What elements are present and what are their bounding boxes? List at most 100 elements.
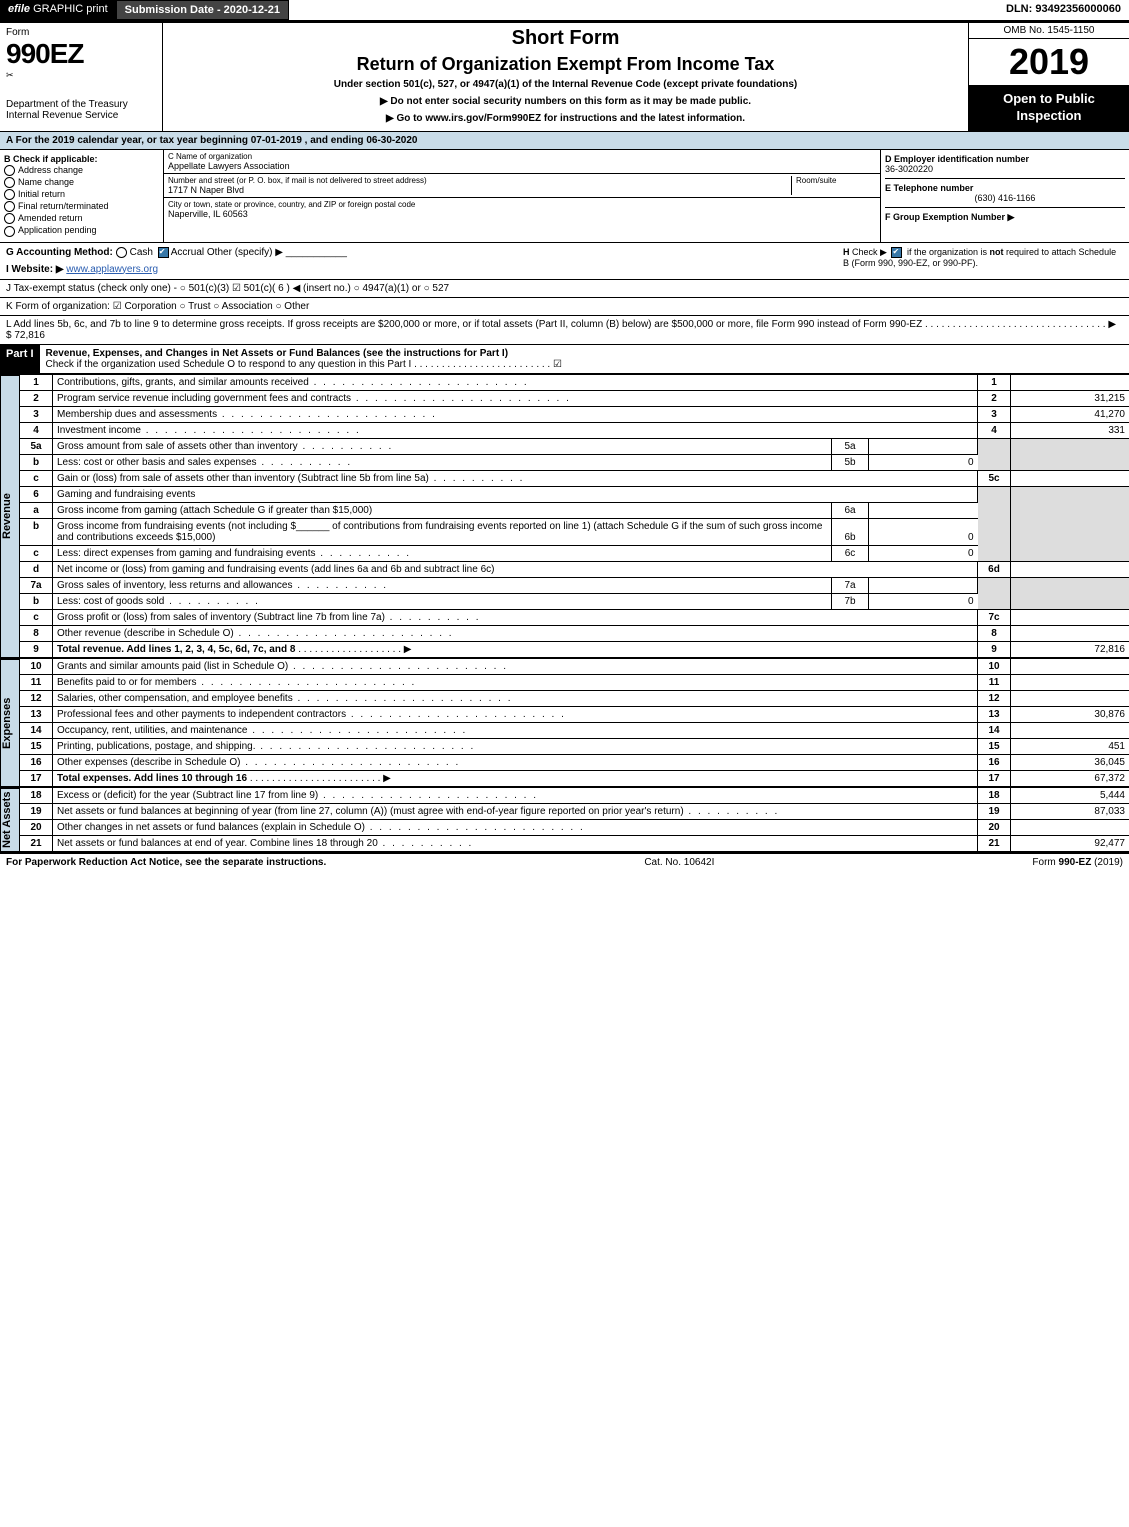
opt-accrual: Accrual	[171, 247, 204, 258]
line-ref: 17	[978, 770, 1011, 786]
d-ein-label: D Employer identification number	[885, 154, 1125, 164]
opt-other: Other (specify) ▶	[207, 247, 283, 258]
opt-initial-return[interactable]: Initial return	[4, 189, 159, 200]
submission-date: Submission Date - 2020-12-21	[116, 0, 289, 20]
irs: Internal Revenue Service	[6, 110, 156, 121]
line-num: 13	[20, 706, 53, 722]
line-desc: Net income or (loss) from gaming and fun…	[53, 561, 978, 577]
radio-icon[interactable]	[116, 247, 127, 258]
line-9: 9Total revenue. Add lines 1, 2, 3, 4, 5c…	[20, 641, 1129, 657]
line-4: 4Investment income4331	[20, 422, 1129, 438]
sub-line-val	[869, 577, 978, 593]
line-ref: 19	[978, 803, 1011, 819]
line-5b: bLess: cost or other basis and sales exp…	[20, 454, 1129, 470]
line-ref: 13	[978, 706, 1011, 722]
line-amount	[1011, 659, 1129, 675]
line-amount: 30,876	[1011, 706, 1129, 722]
header-right: OMB No. 1545-1150 2019 Open to Public In…	[968, 23, 1129, 131]
line-2: 2Program service revenue including gover…	[20, 390, 1129, 406]
line-amount: 31,215	[1011, 390, 1129, 406]
line-num: c	[20, 545, 53, 561]
efile-prefix: efile	[8, 3, 30, 15]
line-ref: 3	[978, 406, 1011, 422]
checkbox-checked-icon[interactable]	[891, 247, 902, 258]
ptr-goto: ▶ Go to www.irs.gov/Form990EZ for instru…	[173, 113, 958, 124]
efile-label: efile GRAPHIC print	[0, 0, 116, 20]
line-ref: 11	[978, 674, 1011, 690]
footer-center: Cat. No. 10642I	[644, 857, 714, 868]
line-ref: 7c	[978, 609, 1011, 625]
line-desc: Gross sales of inventory, less returns a…	[53, 577, 832, 593]
efile-rest: GRAPHIC print	[30, 3, 108, 15]
line-7c: cGross profit or (loss) from sales of in…	[20, 609, 1129, 625]
row-g: G Accounting Method: Cash Accrual Other …	[0, 243, 1129, 280]
room-label: Room/suite	[796, 176, 876, 185]
i-label: I Website: ▶	[6, 264, 64, 275]
net-assets-table: 18Excess or (deficit) for the year (Subt…	[20, 788, 1129, 852]
c-name-label: C Name of organization	[168, 152, 876, 161]
line-16: 16Other expenses (describe in Schedule O…	[20, 754, 1129, 770]
expenses-table: 10Grants and similar amounts paid (list …	[20, 659, 1129, 787]
line-amount: 36,045	[1011, 754, 1129, 770]
part-1-header: Part I Revenue, Expenses, and Changes in…	[0, 345, 1129, 374]
line-12: 12Salaries, other compensation, and empl…	[20, 690, 1129, 706]
header-center: Short Form Return of Organization Exempt…	[163, 23, 968, 131]
col-b-label: B Check if applicable:	[4, 154, 159, 164]
open-to-public: Open to Public Inspection	[969, 85, 1129, 131]
shaded-cell	[978, 438, 1011, 470]
line-num: 18	[20, 788, 53, 804]
opt-final-return[interactable]: Final return/terminated	[4, 201, 159, 212]
sub-line-num: 6c	[832, 545, 869, 561]
footer-right: Form 990-EZ (2019)	[1032, 857, 1123, 868]
opt-amended-return[interactable]: Amended return	[4, 213, 159, 224]
e-phone-label: E Telephone number	[885, 183, 1125, 193]
line-19: 19Net assets or fund balances at beginni…	[20, 803, 1129, 819]
line-8: 8Other revenue (describe in Schedule O)8	[20, 625, 1129, 641]
line-amount: 5,444	[1011, 788, 1129, 804]
opt-label: Name change	[18, 177, 74, 187]
line-desc: Less: direct expenses from gaming and fu…	[53, 545, 832, 561]
line-5a: 5aGross amount from sale of assets other…	[20, 438, 1129, 454]
omb-number: OMB No. 1545-1150	[969, 23, 1129, 39]
line-desc: Salaries, other compensation, and employ…	[53, 690, 978, 706]
line-desc: Program service revenue including govern…	[53, 390, 978, 406]
line-10: 10Grants and similar amounts paid (list …	[20, 659, 1129, 675]
line-14: 14Occupancy, rent, utilities, and mainte…	[20, 722, 1129, 738]
line-15: 15Printing, publications, postage, and s…	[20, 738, 1129, 754]
line-num: 3	[20, 406, 53, 422]
line-17: 17Total expenses. Add lines 10 through 1…	[20, 770, 1129, 786]
line-ref: 16	[978, 754, 1011, 770]
checkbox-checked-icon[interactable]	[158, 247, 169, 258]
sub-line-num: 5b	[832, 454, 869, 470]
line-amount	[1011, 375, 1129, 391]
return-title: Return of Organization Exempt From Incom…	[173, 54, 958, 75]
line-num: 1	[20, 375, 53, 391]
line-amount	[1011, 470, 1129, 486]
line-num: 4	[20, 422, 53, 438]
radio-icon	[4, 201, 15, 212]
line-amount	[1011, 690, 1129, 706]
line-desc: Printing, publications, postage, and shi…	[53, 738, 978, 754]
line-desc: Gross income from gaming (attach Schedul…	[53, 502, 832, 518]
website-link[interactable]: www.applawyers.org	[66, 264, 158, 275]
row-j-tax-exempt: J Tax-exempt status (check only one) - ○…	[0, 280, 1129, 298]
line-desc: Grants and similar amounts paid (list in…	[53, 659, 978, 675]
part-1-check: Check if the organization used Schedule …	[46, 359, 562, 370]
opt-name-change[interactable]: Name change	[4, 177, 159, 188]
part-1-label: Part I	[0, 345, 40, 373]
line-num: b	[20, 593, 53, 609]
shaded-cell	[1011, 438, 1129, 470]
opt-application-pending[interactable]: Application pending	[4, 225, 159, 236]
line-ref: 1	[978, 375, 1011, 391]
line-20: 20Other changes in net assets or fund ba…	[20, 819, 1129, 835]
line-num: 14	[20, 722, 53, 738]
irs-link[interactable]: www.irs.gov/Form990EZ	[425, 113, 541, 124]
line-ref: 15	[978, 738, 1011, 754]
line-amount: 331	[1011, 422, 1129, 438]
revenue-table: 1Contributions, gifts, grants, and simil…	[20, 375, 1129, 658]
form-label: Form	[6, 27, 156, 38]
opt-address-change[interactable]: Address change	[4, 165, 159, 176]
line-3: 3Membership dues and assessments341,270	[20, 406, 1129, 422]
line-desc: Excess or (deficit) for the year (Subtra…	[53, 788, 978, 804]
line-amount	[1011, 674, 1129, 690]
